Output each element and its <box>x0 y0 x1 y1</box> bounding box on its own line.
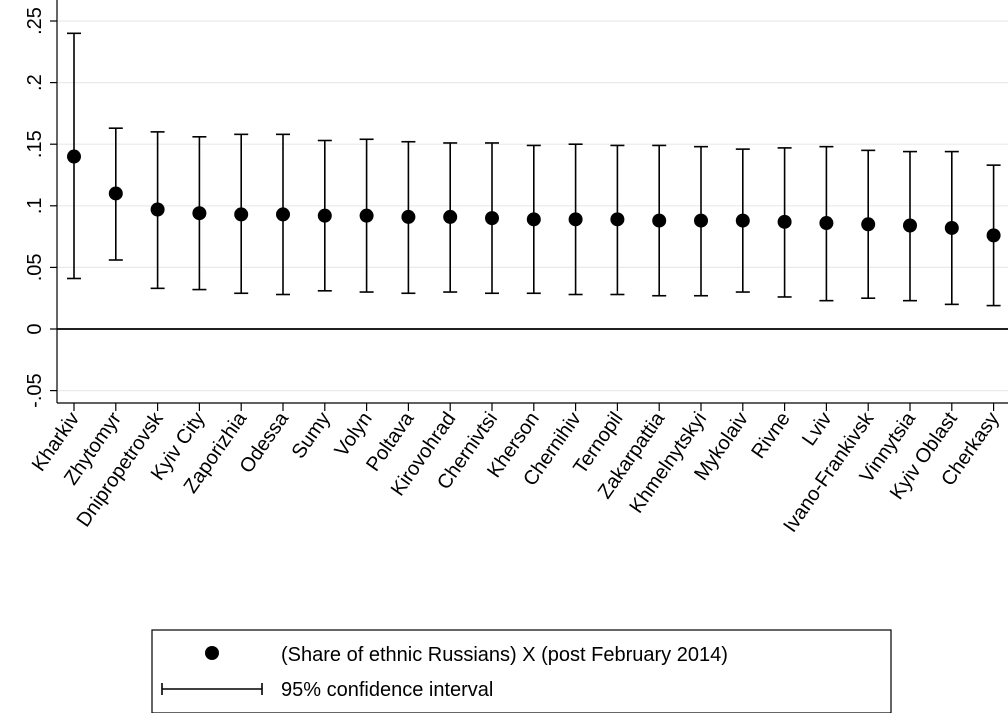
data-point <box>276 207 290 222</box>
data-point <box>610 212 625 227</box>
data-point <box>777 214 792 229</box>
gridlines <box>57 20 1008 392</box>
data-point <box>67 149 81 164</box>
data-point <box>568 212 583 227</box>
data-point <box>359 208 374 223</box>
legend: (Share of ethnic Russians) X (post Febru… <box>151 629 892 713</box>
legend-box <box>151 629 892 713</box>
data-point <box>819 216 834 231</box>
data-point <box>108 186 123 201</box>
x-tick-label: Sumy <box>288 408 335 462</box>
y-axis-ticks: -.05 0 .05 .1 .15 .2 .25 <box>24 7 57 408</box>
data-point <box>526 212 541 227</box>
data-point <box>903 218 917 233</box>
legend-ci-label: 95% confidence interval <box>281 679 493 701</box>
data-point <box>192 206 207 221</box>
point-estimates <box>67 149 1001 243</box>
data-point <box>735 213 750 228</box>
data-point <box>317 208 332 223</box>
data-point <box>234 207 249 222</box>
legend-point-marker <box>205 646 219 660</box>
data-point <box>150 202 165 217</box>
y-tick-label: .1 <box>24 197 46 214</box>
legend-point-label: (Share of ethnic Russians) X (post Febru… <box>281 644 728 666</box>
y-tick-label: -.05 <box>24 373 46 407</box>
x-tick-label: Lviv <box>798 408 836 450</box>
data-point <box>401 209 416 224</box>
data-point <box>986 228 1001 243</box>
data-point <box>652 213 667 228</box>
y-tick-label: 0 <box>24 323 46 334</box>
y-tick-label: .2 <box>24 74 46 91</box>
y-tick-label: .25 <box>24 7 46 35</box>
x-tick-label: Rivne <box>747 408 794 463</box>
data-point <box>443 209 458 224</box>
y-tick-label: .05 <box>24 253 46 281</box>
data-point <box>694 213 708 228</box>
confidence-intervals <box>67 32 1001 307</box>
data-point <box>485 211 499 226</box>
data-point <box>861 217 876 232</box>
data-point <box>944 220 959 235</box>
y-tick-label: .15 <box>24 130 46 158</box>
